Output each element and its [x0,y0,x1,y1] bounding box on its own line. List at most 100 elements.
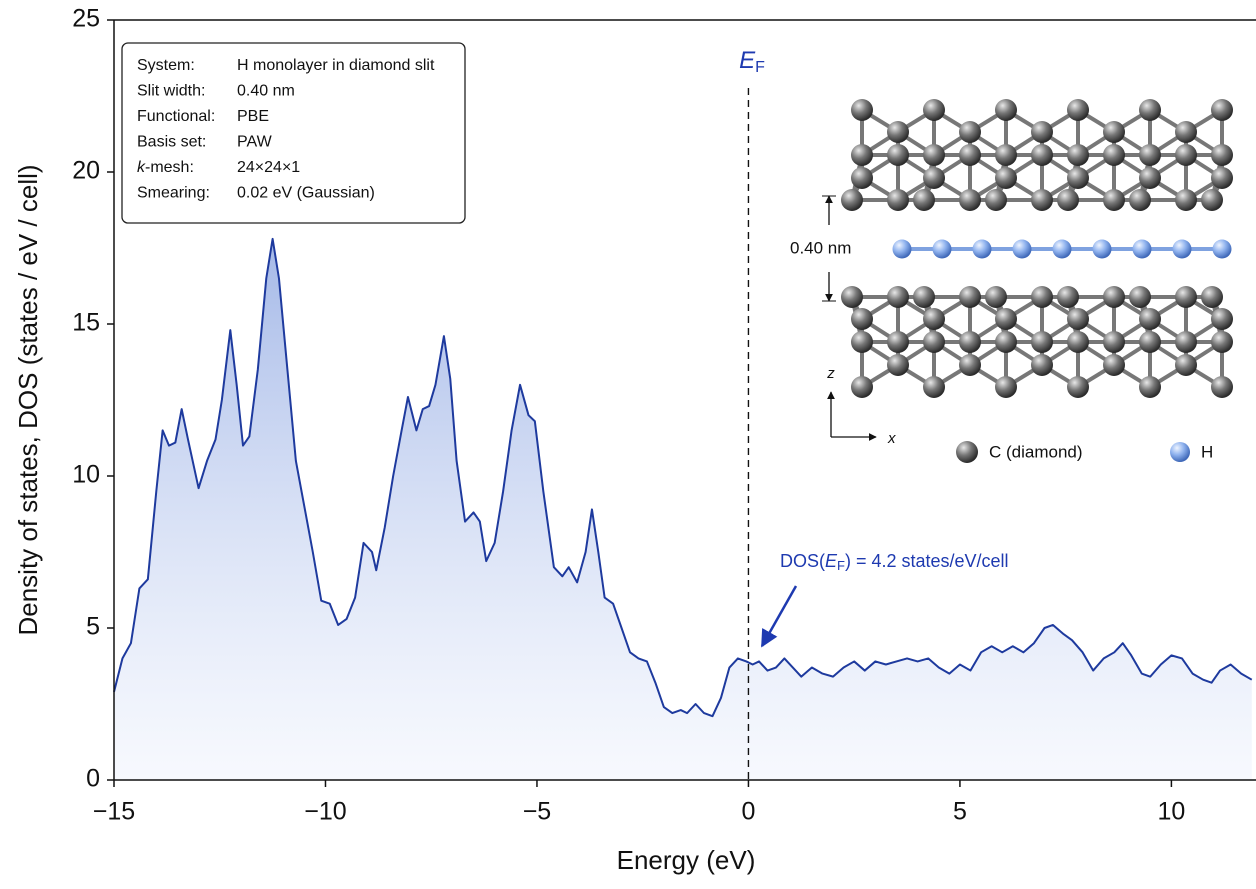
c-atom [1211,144,1233,166]
h-atom [973,240,992,259]
c-atom [1103,354,1125,376]
info-label-text: System: [137,57,195,74]
c-atom [851,144,873,166]
c-atom [1129,286,1151,308]
c-atom [841,286,863,308]
c-atom [887,144,909,166]
c-atom [1139,99,1161,121]
c-atom [985,286,1007,308]
info-value: PAW [237,134,273,151]
info-value: 24×24×1 [237,159,300,176]
ann-part: F [837,558,845,573]
c-atom [1175,354,1197,376]
c-atom [887,121,909,143]
x-tick-label: −15 [93,798,135,826]
c-atom [1211,167,1233,189]
c-atom [1103,144,1125,166]
info-label-text: Slit width: [137,83,205,100]
y-tick-label: 25 [72,5,100,33]
c-atom [913,286,935,308]
c-atom [887,354,909,376]
c-atom [995,99,1017,121]
info-label: k-mesh: [137,159,194,176]
c-atom [1103,286,1125,308]
fermi-label: EF [739,47,765,76]
h-atom [1213,240,1232,259]
c-atom [995,308,1017,330]
slit-label: 0.40 nm [790,238,851,257]
c-atom [851,376,873,398]
info-label-text: Functional: [137,108,215,125]
ann-part: DOS( [780,551,825,571]
c-atom [1067,167,1089,189]
h-atom [893,240,912,259]
info-label: Slit width: [137,83,205,100]
c-atom [923,331,945,353]
x-tick-label: 10 [1158,798,1186,826]
annotation-arrow [762,586,796,646]
c-atom [1031,189,1053,211]
info-value: PBE [237,108,269,125]
info-label: Basis set: [137,134,206,151]
c-atom [959,354,981,376]
c-atom [1175,144,1197,166]
legend-h: H [1201,442,1213,461]
x-axis-text: x [887,430,896,447]
chart: 0510152025−15−10−50510 Energy (eV) Densi… [0,0,1256,889]
info-value: H monolayer in diamond slit [237,57,435,74]
info-label-text: Smearing: [137,185,210,202]
h-atom [933,240,952,259]
h-atom [1013,240,1032,259]
c-atom [851,308,873,330]
structure-inset [841,99,1233,398]
c-atom [1103,189,1125,211]
fermi-label-sub: F [755,59,765,76]
y-tick-label: 15 [72,309,100,337]
c-atom [1031,144,1053,166]
c-atom [887,331,909,353]
c-atom [1067,308,1089,330]
c-atom [923,99,945,121]
c-atom [1057,286,1079,308]
c-atom [959,121,981,143]
c-atom [1175,189,1197,211]
x-tick-label: −5 [523,798,552,826]
c-atom [1031,354,1053,376]
info-label-text: -mesh: [145,159,194,176]
c-atom [1067,144,1089,166]
c-atom [851,331,873,353]
y-tick-label: 5 [86,613,100,641]
c-atom [851,99,873,121]
c-atom [887,286,909,308]
c-atom [1201,286,1223,308]
page: {"chart_data": { "type": "line", "fill":… [0,0,1256,889]
c-atom [959,331,981,353]
c-atom [1211,99,1233,121]
c-atom [959,144,981,166]
c-atom [1139,376,1161,398]
y-tick-label: 20 [72,157,100,185]
c-atom [1139,331,1161,353]
c-atom [913,189,935,211]
c-atom [959,286,981,308]
h-atom [1093,240,1112,259]
c-atom [1139,308,1161,330]
c-atom [995,376,1017,398]
c-atom [1031,121,1053,143]
ann-part: ) = 4.2 states/eV/cell [845,551,1009,571]
y-tick-label: 10 [72,461,100,489]
h-atom [1133,240,1152,259]
x-axis-label: Energy (eV) [617,845,756,875]
c-atom [851,167,873,189]
x-tick-label: 5 [953,798,967,826]
c-atom [923,376,945,398]
c-atom [1057,189,1079,211]
info-label-text: Basis set: [137,134,206,151]
legend-c-icon [956,441,978,463]
legend-c: C (diamond) [989,442,1083,461]
y-axis-label: Density of states, DOS (states / eV / ce… [13,164,43,635]
fermi-label-main: E [739,47,756,74]
c-atom [1067,331,1089,353]
x-tick-label: 0 [741,798,755,826]
c-atom [959,189,981,211]
